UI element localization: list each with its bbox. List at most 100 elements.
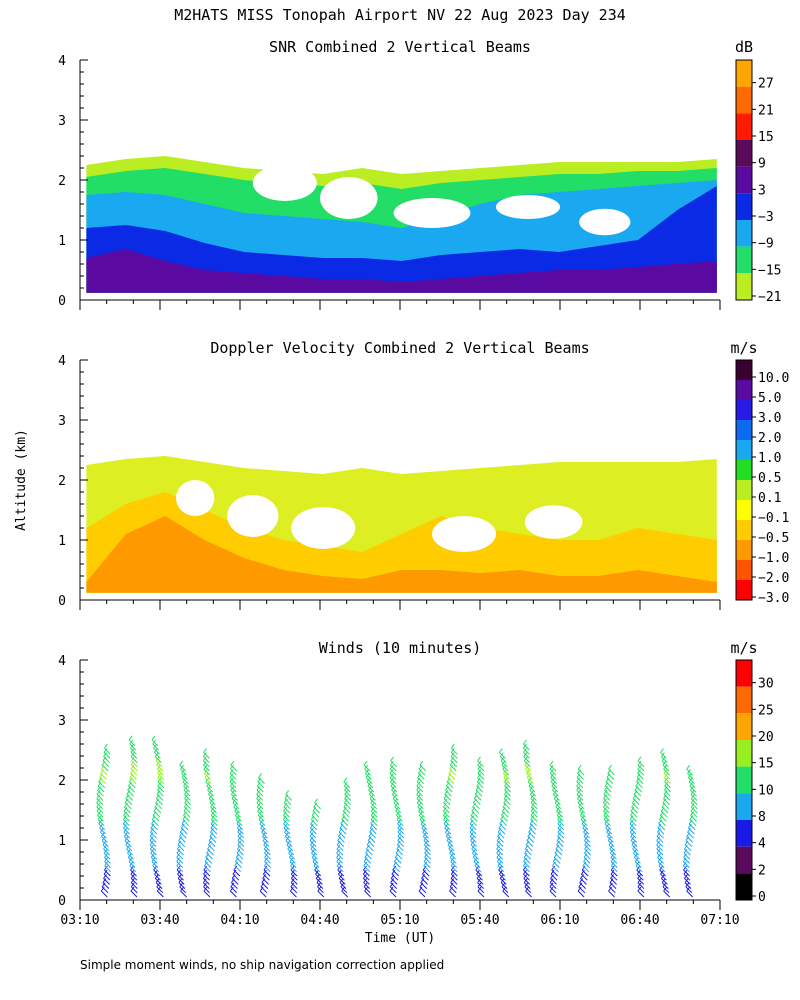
wind-barb	[449, 768, 456, 776]
wind-barb	[443, 823, 451, 831]
wind-barb	[149, 844, 157, 852]
wind-barb-flag	[390, 756, 395, 762]
wind-barb-flag	[390, 878, 395, 883]
wind-barb	[364, 773, 372, 780]
wind-barb	[524, 886, 532, 894]
wind-barb	[606, 777, 614, 784]
wind-barb-flag	[416, 777, 421, 783]
wind-barb-flag	[202, 874, 207, 879]
wind-barb-flag	[150, 827, 154, 833]
wind-barb-flag	[421, 874, 426, 879]
wind-barb-flag	[262, 869, 267, 875]
wind-barb	[338, 878, 346, 885]
wind-barb	[584, 844, 591, 852]
wind-barb	[476, 873, 483, 881]
wind-barb-flag	[261, 878, 266, 883]
colorbar-swatch	[736, 220, 752, 247]
wind-barb-flag	[419, 760, 424, 766]
wind-barb	[634, 861, 642, 868]
wind-barb-flag	[209, 832, 214, 837]
doppler-field	[86, 456, 717, 593]
wind-barb	[578, 806, 586, 814]
wind-barb	[690, 802, 698, 810]
wind-barb-flag	[637, 769, 641, 774]
wind-barb	[580, 819, 588, 826]
wind-barb-flag	[235, 857, 239, 862]
wind-barb	[123, 815, 130, 822]
wind-barb	[370, 823, 378, 831]
wind-barb-flag	[580, 869, 585, 875]
wind-barb	[582, 865, 590, 873]
wind-barb	[629, 831, 637, 839]
wind-barb	[283, 819, 290, 826]
wind-barb-flag	[123, 811, 127, 816]
wind-barb-flag	[525, 840, 530, 846]
winds-title: Winds (10 minutes)	[319, 639, 482, 657]
wind-barb	[501, 810, 509, 818]
colorbar-label: −3.0	[758, 591, 789, 606]
wind-barb	[419, 886, 427, 894]
wind-barb-flag	[394, 857, 398, 862]
wind-barb	[449, 857, 457, 864]
wind-barb	[338, 836, 345, 843]
wind-barb	[284, 831, 291, 839]
wind-barb	[234, 865, 242, 873]
wind-barb	[550, 781, 558, 789]
wind-barb	[153, 869, 160, 877]
wind-barb	[98, 781, 106, 789]
wind-barb-flag	[204, 857, 209, 862]
wind-barb	[237, 831, 245, 839]
wind-barb-flag	[181, 819, 186, 825]
wind-barb-flag	[631, 802, 636, 808]
wind-barb-flag	[576, 773, 581, 778]
wind-barb-flag	[474, 790, 479, 795]
wind-barb-flag	[309, 823, 314, 829]
wind-barb-flag	[156, 794, 160, 799]
wind-barb	[230, 768, 237, 776]
wind-barb	[364, 768, 371, 776]
wind-barb-flag	[153, 806, 158, 812]
wind-barb	[580, 815, 587, 822]
wind-barb	[530, 806, 538, 814]
wind-barb-flag	[336, 844, 341, 850]
wind-barb	[207, 848, 214, 856]
wind-barb-flag	[309, 827, 314, 833]
wind-barb	[124, 836, 131, 843]
wind-barb	[477, 882, 484, 889]
wind-barb	[526, 773, 533, 780]
doppler-colorbar: 10.0 5.0 3.0 2.0 1.0 0.5 0.1 −0.1 −0.5 −1.0 −2.0 −3…	[735, 359, 789, 606]
wind-barb-flag	[365, 844, 370, 850]
wind-barb-flag	[151, 815, 156, 820]
wind-barb	[583, 836, 591, 843]
wind-barb-flag	[149, 832, 154, 837]
wind-barb	[130, 873, 138, 881]
wind-barb	[632, 802, 639, 810]
wind-barb	[369, 831, 377, 839]
wind-barb	[104, 861, 111, 868]
wind-barb-flag	[689, 815, 694, 820]
wind-barb	[443, 815, 450, 822]
wind-barb	[153, 810, 161, 818]
wind-barb-flag	[337, 836, 342, 841]
wind-barb	[394, 806, 402, 814]
wind-barb	[237, 827, 244, 835]
colorbar-swatch	[736, 793, 752, 820]
wind-barb-flag	[340, 819, 345, 825]
wind-barb	[557, 823, 565, 831]
wind-barb	[528, 831, 536, 839]
wind-barb	[203, 882, 210, 889]
wind-barb-flag	[556, 840, 560, 846]
wind-barb-flag	[124, 798, 129, 804]
wind-barb-flag	[609, 878, 614, 883]
wind-barb	[449, 852, 456, 860]
wind-barb	[501, 886, 509, 894]
wind-barb-flag	[180, 823, 185, 829]
wind-barb	[498, 827, 506, 835]
wind-barb	[397, 840, 405, 847]
wind-barb-flag	[97, 785, 101, 791]
wind-barb	[206, 852, 213, 860]
wind-barb-flag	[207, 840, 212, 846]
wind-barb	[684, 878, 691, 885]
wind-barb	[235, 815, 242, 822]
